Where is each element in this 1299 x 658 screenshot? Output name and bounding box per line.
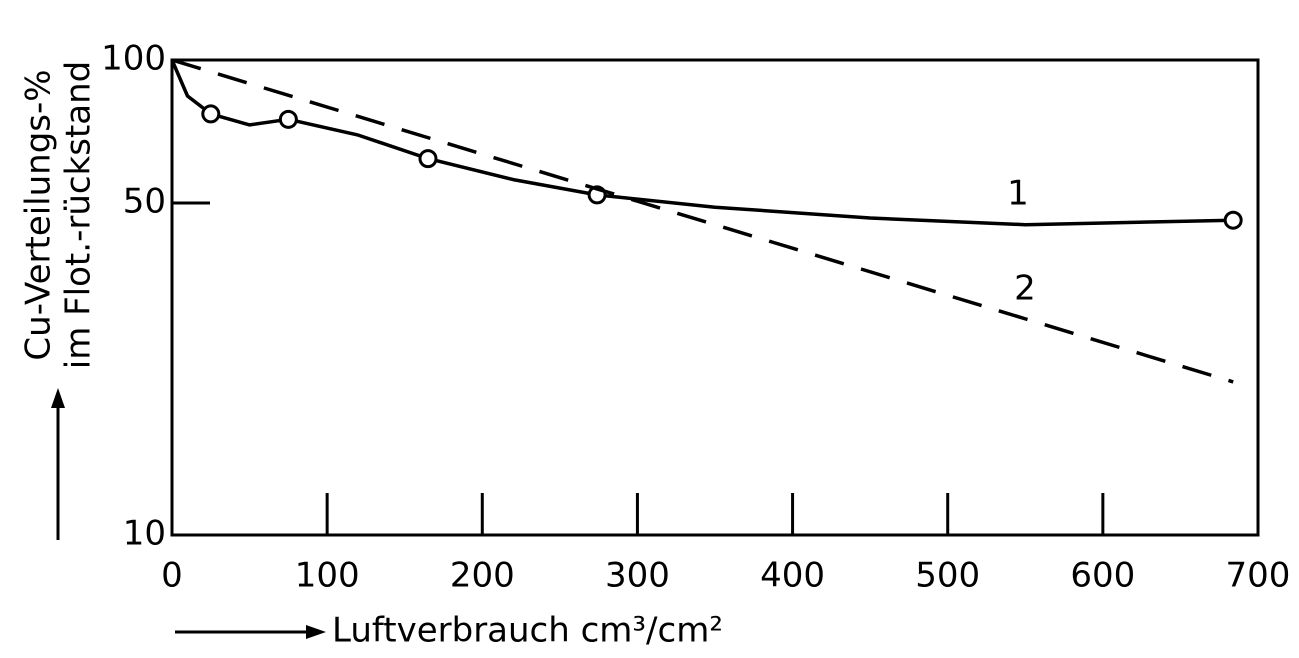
series-label: 1 <box>1007 174 1029 214</box>
x-tick-label: 700 <box>1226 556 1291 596</box>
y-axis-label: Cu-Verteilungs-% <box>19 69 59 360</box>
y-arrow-head <box>51 388 65 408</box>
x-tick-label: 0 <box>161 556 183 596</box>
series-line <box>170 59 1234 227</box>
x-tick-label: 500 <box>915 556 980 596</box>
plot-frame <box>170 58 1260 537</box>
series-line <box>171 58 1234 384</box>
series-label: 2 <box>1014 269 1036 309</box>
y-axis-label: im Flot.-rückstand <box>59 61 99 370</box>
x-arrow-head <box>306 625 326 639</box>
x-tick-label: 400 <box>760 556 825 596</box>
x-tick-label: 100 <box>295 556 360 596</box>
data-point <box>278 109 298 129</box>
y-tick-label: 10 <box>123 514 166 554</box>
data-point <box>418 149 438 169</box>
y-tick-label: 100 <box>101 39 166 79</box>
x-axis-label: Luftverbrauch cm³/cm² <box>332 611 723 651</box>
y-tick-label: 50 <box>123 181 166 221</box>
x-tick-label: 200 <box>450 556 515 596</box>
x-tick-label: 300 <box>605 556 670 596</box>
x-tick-label: 600 <box>1070 556 1135 596</box>
data-point <box>1223 210 1243 230</box>
data-point <box>201 104 221 124</box>
